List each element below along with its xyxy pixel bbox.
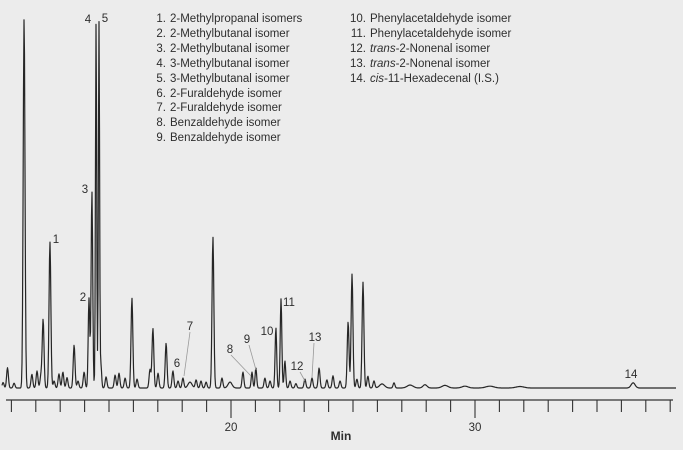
peak-number-label: 2 (80, 292, 86, 304)
legend-item-text: 2-Methylpropanal isomers (170, 13, 303, 25)
legend-item-text: 2-Methylbutanal isomer (170, 42, 290, 55)
legend-item-number: 9. (156, 132, 166, 145)
peak-number-label: 14 (625, 369, 638, 381)
legend-item: 9. Benzaldehyde isomer (146, 131, 302, 146)
peak-label-leader-line (248, 344, 257, 371)
legend-item-number: 13. (350, 57, 366, 70)
peak-number-label: 13 (309, 332, 322, 344)
chromatogram-trace (1, 19, 677, 389)
legend-item-text: 2-Furaldehyde isomer (170, 87, 282, 100)
peak-legend-column-2: 10. Phenylacetaldehyde isomer 11. Phenylace… (346, 12, 511, 87)
peak-number-label: 8 (227, 344, 233, 356)
legend-item-text: 2-Methylbutanal isomer (170, 27, 290, 40)
peak-number-label: 9 (244, 334, 250, 346)
legend-item-text: Phenylacetaldehyde isomer (370, 27, 512, 40)
legend-item: 1. 2-Methylpropanal isomers (146, 12, 302, 27)
legend-item: 4. 3-Methylbutanal isomer (146, 57, 302, 72)
legend-item-text: Phenylacetaldehyde isomer (370, 13, 512, 25)
legend-item-number: 6. (156, 87, 166, 100)
legend-item-number: 5. (156, 72, 166, 85)
legend-item-number: 10. (350, 13, 366, 25)
legend-item: 7. 2-Furaldehyde isomer (146, 101, 302, 116)
legend-item: 6. 2-Furaldehyde isomer (146, 87, 302, 102)
legend-item-number: 8. (156, 117, 166, 130)
legend-item-text: cis-11-Hexadecenal (I.S.) (370, 72, 499, 85)
legend-item: 12. trans-2-Nonenal isomer (346, 42, 511, 57)
legend-item: 5. 3-Methylbutanal isomer (146, 72, 302, 87)
peak-label-leader-line (311, 342, 315, 378)
legend-item-number: 4. (156, 57, 166, 70)
legend-item: 13. trans-2-Nonenal isomer (346, 57, 511, 72)
legend-item-text: 3-Methylbutanal isomer (170, 57, 290, 70)
legend-item: 11. Phenylacetaldehyde isomer (346, 27, 511, 42)
x-axis-tick-label: 20 (225, 422, 238, 434)
peak-label-leader-line (230, 354, 252, 377)
peak-number-label: 3 (82, 184, 88, 196)
peak-number-label: 7 (187, 321, 193, 333)
legend-item: 3. 2-Methylbutanal isomer (146, 42, 302, 57)
peak-legend-column-1: 1. 2-Methylpropanal isomers 2. 2-Methylbuta… (146, 12, 302, 146)
legend-item-number: 7. (156, 102, 166, 115)
legend-item-text: Benzaldehyde isomer (170, 117, 281, 130)
legend-item-number: 1. (156, 13, 166, 25)
peak-number-label: 10 (261, 326, 274, 338)
legend-item-number: 3. (156, 42, 166, 55)
legend-item: 8. Benzaldehyde isomer (146, 116, 302, 131)
legend-item: 2. 2-Methylbutanal isomer (146, 27, 302, 42)
peak-label-leader-line (183, 331, 191, 377)
legend-item-text: 2-Furaldehyde isomer (170, 102, 282, 115)
legend-item-number: 11. (350, 27, 366, 40)
legend-item-number: 2. (156, 27, 166, 40)
legend-item: 10. Phenylacetaldehyde isomer (346, 12, 511, 27)
legend-item-text: 3-Methylbutanal isomer (170, 72, 290, 85)
peak-number-label: 5 (102, 13, 108, 25)
legend-item-number: 14. (350, 72, 366, 85)
legend-item-text: Benzaldehyde isomer (170, 132, 281, 145)
legend-item-number: 12. (350, 42, 366, 55)
peak-number-label: 11 (283, 297, 295, 309)
x-axis-title: Min (331, 429, 352, 443)
peak-number-label: 12 (291, 361, 304, 373)
peak-label-leader-line (299, 371, 306, 382)
legend-item-text: trans-2-Nonenal isomer (370, 42, 491, 55)
x-axis-tick-label: 30 (469, 422, 482, 434)
legend-item-text: trans-2-Nonenal isomer (370, 57, 491, 70)
legend-item: 14. cis-11-Hexadecenal (I.S.) (346, 72, 511, 87)
peak-number-label: 1 (53, 234, 59, 246)
peak-number-label: 4 (85, 14, 92, 26)
peak-number-label: 6 (174, 358, 180, 370)
